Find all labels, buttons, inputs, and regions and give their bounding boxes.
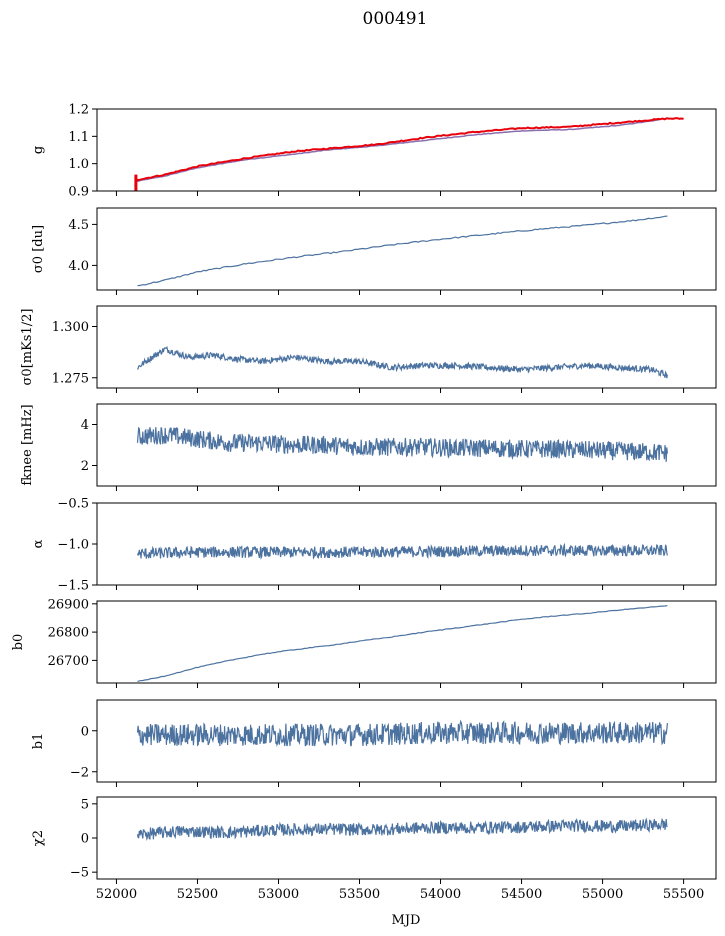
figure-title: 000491 xyxy=(363,9,428,29)
series-line-3-1 xyxy=(137,345,668,379)
y-tick-label: 2 xyxy=(81,459,89,474)
y-axis-label: σ0 [du] xyxy=(31,225,46,273)
series-line-6-1 xyxy=(137,605,668,682)
series-line-4-1 xyxy=(136,426,668,462)
panel-2: 4.0 4.5 σ0 [du] xyxy=(31,207,717,295)
y-tick-label: 4 xyxy=(81,418,89,433)
panel-frame xyxy=(96,108,717,192)
y-tick-label: 1.275 xyxy=(52,371,89,386)
series-line-1-1 xyxy=(135,119,660,183)
y-tick-label: 26900 xyxy=(48,597,89,612)
y-axis-label: χ2 xyxy=(31,830,46,846)
panel-7: −2 0 b1 xyxy=(31,699,717,787)
panel-1: 0.9 1.0 1.1 1.2 g xyxy=(31,103,717,200)
panel-frame xyxy=(96,796,717,880)
panel-frame xyxy=(96,502,717,586)
panel-frame xyxy=(96,403,717,487)
x-axis-label: MJD xyxy=(392,913,421,928)
y-axis-label: b0 xyxy=(11,634,26,651)
panel-6: 26700 26800 26900 b0 xyxy=(11,597,717,688)
y-tick-label: 0 xyxy=(81,832,89,847)
x-tick-labels: 52000 52500 53000 53500 54000 54500 55000 55500 xyxy=(96,887,705,902)
y-tick-label: −5 xyxy=(70,866,89,881)
x-tick-label: 52000 xyxy=(96,887,137,902)
y-tick-label: 5 xyxy=(81,797,89,812)
panel-frame xyxy=(96,207,717,291)
series-line-1-2 xyxy=(135,117,684,182)
y-tick-label: 1.0 xyxy=(68,157,89,172)
panel-8: −5 0 5 χ2 xyxy=(31,796,717,884)
series-line-2-1 xyxy=(137,215,668,287)
panel-frame xyxy=(96,600,717,684)
y-tick-label: 4.5 xyxy=(68,218,89,233)
x-tick-label: 53000 xyxy=(258,887,299,902)
y-tick-label: 0 xyxy=(81,724,89,739)
y-tick-label: 4.0 xyxy=(68,259,89,274)
panel-3: 1.275 1.300 σ0[mKs1/2] xyxy=(20,305,717,393)
x-tick-label: 55500 xyxy=(663,887,704,902)
y-tick-label: 1.1 xyxy=(68,130,89,145)
y-axis-label: g xyxy=(31,146,46,154)
y-tick-label: −1.5 xyxy=(57,579,89,594)
x-tick-label: 54500 xyxy=(501,887,542,902)
y-axis-label: α xyxy=(31,539,46,548)
y-axis-label: b1 xyxy=(31,733,46,750)
y-tick-label: 26700 xyxy=(48,654,89,669)
x-tick-label: 52500 xyxy=(177,887,218,902)
y-tick-label: 0.9 xyxy=(68,185,89,200)
series-line-7-1 xyxy=(136,719,668,747)
panel-4: 2 4 fknee [mHz] xyxy=(20,403,717,491)
y-tick-label: 1.300 xyxy=(52,320,89,335)
x-tick-label: 54000 xyxy=(420,887,461,902)
panel-5: −1.5 −1.0 −0.5 α xyxy=(31,497,717,594)
series-line-8-1 xyxy=(136,817,668,841)
series-line-5-1 xyxy=(136,542,668,560)
y-tick-label: 1.2 xyxy=(68,103,89,118)
panel-frame xyxy=(96,699,717,783)
y-axis-label: fknee [mHz] xyxy=(20,404,35,485)
y-tick-label: −1.0 xyxy=(57,538,89,553)
y-tick-label: −0.5 xyxy=(57,497,89,512)
y-tick-label: −2 xyxy=(70,765,89,780)
y-axis-label: σ0[mKs1/2] xyxy=(20,309,35,386)
x-tick-label: 55000 xyxy=(582,887,623,902)
panel-frame xyxy=(96,305,717,389)
x-tick-label: 53500 xyxy=(339,887,380,902)
y-tick-label: 26800 xyxy=(48,626,89,641)
panels: 0.9 1.0 1.1 1.2 g 4.0 4.5 σ0 [du] 1.275 1.300 σ0[m… xyxy=(11,103,717,884)
